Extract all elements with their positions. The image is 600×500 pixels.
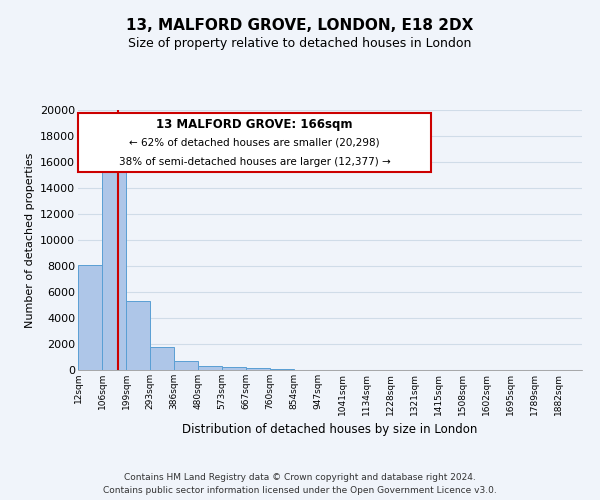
Text: Contains public sector information licensed under the Open Government Licence v3: Contains public sector information licen… <box>103 486 497 495</box>
Text: Contains HM Land Registry data © Crown copyright and database right 2024.: Contains HM Land Registry data © Crown c… <box>124 474 476 482</box>
Bar <box>198 366 222 370</box>
Bar <box>246 368 270 370</box>
Bar <box>150 347 174 370</box>
Bar <box>102 156 126 370</box>
X-axis label: Distribution of detached houses by size in London: Distribution of detached houses by size … <box>182 423 478 436</box>
Text: ← 62% of detached houses are smaller (20,298): ← 62% of detached houses are smaller (20… <box>129 138 380 147</box>
Text: 38% of semi-detached houses are larger (12,377) →: 38% of semi-detached houses are larger (… <box>119 156 390 166</box>
Text: Size of property relative to detached houses in London: Size of property relative to detached ho… <box>128 38 472 51</box>
Bar <box>270 369 294 370</box>
Text: 13, MALFORD GROVE, LONDON, E18 2DX: 13, MALFORD GROVE, LONDON, E18 2DX <box>127 18 473 32</box>
Text: 13 MALFORD GROVE: 166sqm: 13 MALFORD GROVE: 166sqm <box>156 118 353 131</box>
Y-axis label: Number of detached properties: Number of detached properties <box>25 152 35 328</box>
Bar <box>126 301 150 370</box>
Bar <box>78 264 102 370</box>
Bar <box>222 368 246 370</box>
Bar <box>78 112 431 172</box>
Bar <box>174 361 198 370</box>
